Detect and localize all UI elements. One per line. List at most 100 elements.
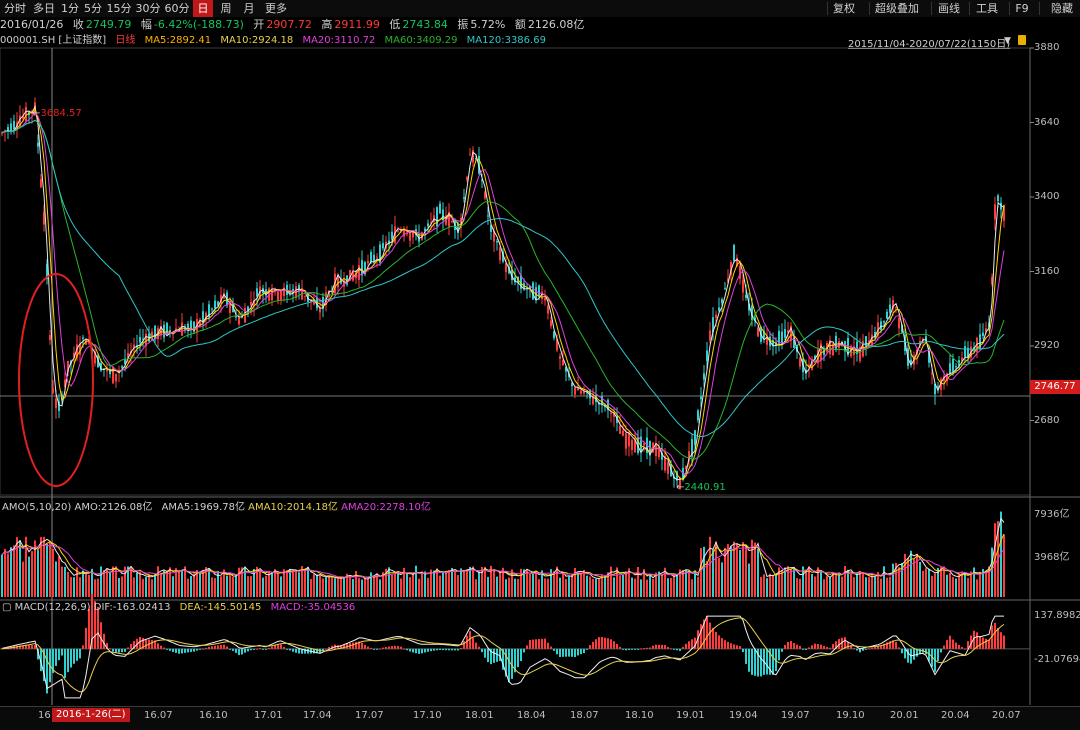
- volume-bar: [496, 576, 498, 597]
- volume-bar: [916, 553, 918, 597]
- volume-bar: [550, 569, 552, 597]
- volume-bar: [181, 570, 183, 597]
- period-tab-10[interactable]: 更多: [265, 2, 287, 15]
- macd-bar: [457, 648, 459, 651]
- volume-bar: [985, 572, 987, 597]
- volume-bar: [517, 578, 519, 597]
- volume-bar: [565, 578, 567, 597]
- macd-bar: [598, 637, 600, 649]
- macd-bar: [979, 636, 981, 649]
- tool-button-1[interactable]: 超级叠加: [875, 2, 919, 15]
- macd-toggle-icon[interactable]: ▢: [2, 602, 12, 613]
- volume-bar: [991, 547, 993, 597]
- candle-body: [724, 288, 726, 290]
- candle-body: [256, 288, 258, 297]
- macd-bar: [253, 648, 255, 650]
- volume-bar: [667, 578, 669, 597]
- period-tab-8[interactable]: 周: [220, 2, 232, 15]
- tool-button-0[interactable]: 复权: [833, 2, 855, 15]
- macd-bar: [88, 608, 90, 649]
- tool-button-3[interactable]: 工具: [976, 2, 998, 15]
- candle-body: [424, 228, 426, 232]
- period-tab-2[interactable]: 1分: [61, 2, 79, 15]
- period-tab-5[interactable]: 30分: [135, 2, 161, 15]
- period-tab-9[interactable]: 月: [243, 2, 255, 15]
- macd-bar: [445, 648, 447, 651]
- volume-bar: [937, 567, 939, 597]
- volume-bar: [484, 566, 486, 597]
- period-tab-6[interactable]: 60分: [164, 2, 190, 15]
- candle-body: [709, 330, 711, 341]
- volume-bar: [439, 575, 441, 597]
- period-tab-4[interactable]: 15分: [106, 2, 132, 15]
- macd-bar: [439, 648, 441, 651]
- macd-bar: [688, 641, 690, 649]
- volume-bar: [763, 574, 765, 597]
- volume-bar: [40, 537, 42, 597]
- macd-bar: [805, 648, 807, 651]
- candle-body: [331, 291, 333, 293]
- macd-bar: [895, 641, 897, 649]
- candle-body: [655, 443, 657, 457]
- info-amount-label: 额: [514, 18, 526, 31]
- macd-bar: [613, 641, 615, 649]
- period-tab-7[interactable]: 日: [193, 0, 213, 17]
- candle-body: [121, 366, 123, 368]
- toolbar-separator: [931, 2, 932, 15]
- macd-bar: [655, 644, 657, 649]
- tool-button-5[interactable]: 隐藏: [1051, 2, 1073, 15]
- volume-bar: [841, 576, 843, 597]
- macd-bar: [853, 648, 855, 650]
- volume-bar: [505, 579, 507, 597]
- macd-bar: [343, 644, 345, 649]
- volume-bar: [904, 553, 906, 597]
- macd-bar: [631, 648, 633, 650]
- macd-bar: [988, 639, 990, 649]
- volume-bar: [832, 571, 834, 597]
- legend-symbol: 000001.SH [上证指数]: [0, 35, 107, 46]
- macd-bar: [550, 646, 552, 649]
- volume-bar: [724, 547, 726, 597]
- macd-bar: [184, 648, 186, 653]
- candle-body: [382, 243, 384, 249]
- x-tick-11: 19.01: [676, 710, 705, 721]
- x-tick-17: 20.07: [992, 710, 1021, 721]
- macd-bar: [757, 648, 759, 677]
- volume-bar: [673, 573, 675, 597]
- macd-bar: [556, 648, 558, 655]
- volume-bar: [73, 577, 75, 597]
- macd-bar: [415, 648, 417, 654]
- candle-body: [667, 462, 669, 474]
- tool-button-2[interactable]: 画线: [938, 2, 960, 15]
- volume-bar: [625, 571, 627, 597]
- period-tab-0[interactable]: 分时: [4, 2, 26, 15]
- volume-bar: [868, 577, 870, 597]
- macd-tick-mid: -21.07694: [1034, 654, 1080, 665]
- range-dropdown-icon[interactable]: ▼: [1004, 36, 1011, 46]
- macd-bar: [796, 644, 798, 649]
- candle-body: [394, 226, 396, 243]
- x-tick-9: 18.07: [570, 710, 599, 721]
- macd-bar: [61, 648, 63, 656]
- date-range-link[interactable]: 2015/11/04-2020/07/22(1150日): [848, 39, 1011, 50]
- period-tab-1[interactable]: 多日: [33, 2, 55, 15]
- info-low-label: 低: [389, 18, 401, 31]
- volume-bar: [481, 566, 483, 597]
- lock-icon[interactable]: [1018, 35, 1026, 45]
- volume-bar: [976, 579, 978, 597]
- volume-bar: [103, 570, 105, 597]
- volume-bar: [427, 577, 429, 597]
- macd-bar: [487, 648, 489, 663]
- tool-button-4[interactable]: F9: [1015, 2, 1029, 15]
- period-tab-3[interactable]: 5分: [84, 2, 102, 15]
- macd-bar: [709, 622, 711, 649]
- candle-body: [784, 329, 786, 338]
- candle-body: [466, 177, 468, 180]
- volume-bar: [805, 569, 807, 597]
- candle-body: [925, 336, 927, 341]
- macd-bar: [694, 637, 696, 649]
- macd-bar: [484, 648, 486, 658]
- high-annotation: ←3684.57: [32, 108, 82, 119]
- macd-bar: [994, 622, 996, 649]
